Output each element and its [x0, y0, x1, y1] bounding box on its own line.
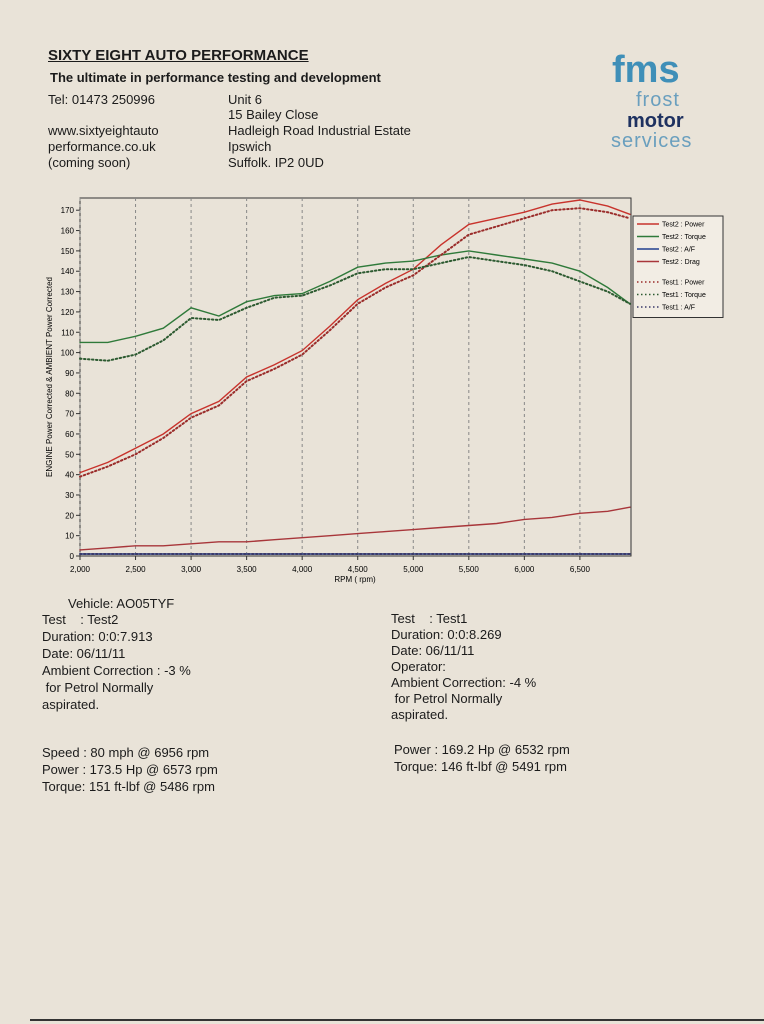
result-line: Power : 169.2 Hp @ 6532 rpm [394, 742, 570, 757]
address-line: Hadleigh Road Industrial Estate [228, 123, 411, 138]
y-tick-label: 10 [65, 532, 74, 541]
legend-label: Test2 : A/F [662, 247, 695, 254]
company-name: SIXTY EIGHT AUTO PERFORMANCE [48, 47, 309, 64]
telephone: Tel: 01473 250996 [48, 92, 155, 107]
y-tick-label: 70 [65, 410, 74, 419]
legend-box [632, 215, 724, 318]
x-tick-label: 2,000 [70, 565, 91, 574]
result-line: Torque: 151 ft-lbf @ 5486 rpm [42, 779, 215, 794]
y-axis-label: ENGINE Power Corrected & AMBIENT Power C… [45, 277, 54, 477]
website: (coming soon) [48, 155, 131, 170]
y-tick-label: 170 [61, 206, 75, 215]
x-tick-label: 4,500 [348, 565, 369, 574]
y-tick-label: 30 [65, 491, 74, 500]
info-line: Ambient Correction: -4 % [391, 675, 537, 690]
info-line: aspirated. [391, 707, 449, 722]
chart: ENGINE Power Corrected & AMBIENT Power C… [45, 197, 724, 584]
x-tick-label: 5,500 [459, 565, 480, 574]
result-line: Power : 173.5 Hp @ 6573 rpm [42, 762, 218, 777]
series-line [79, 199, 631, 474]
legend-label: Test1 : Torque [662, 292, 706, 299]
series-line [79, 207, 631, 478]
series-line [79, 250, 631, 344]
info-line: aspirated. [42, 697, 100, 712]
x-axis-label: RPM ( rpm) [334, 575, 376, 584]
y-tick-label: 140 [61, 267, 75, 276]
info-line: Test : Test2 [42, 612, 119, 627]
legend-label: Test1 : Power [662, 280, 705, 287]
address-line: 15 Bailey Close [228, 107, 319, 122]
logo-word: services [611, 130, 693, 152]
result-line: Torque: 146 ft-lbf @ 5491 rpm [394, 759, 567, 774]
y-tick-label: 160 [61, 227, 75, 236]
y-tick-label: 0 [70, 552, 75, 561]
info-line: for Petrol Normally [391, 691, 503, 706]
info-line: for Petrol Normally [42, 680, 154, 695]
website: performance.co.uk [48, 139, 156, 154]
info-line: Duration: 0:0:7.913 [42, 629, 153, 644]
info-line: Operator: [391, 659, 446, 674]
legend-label: Test2 : Power [662, 222, 705, 229]
plot-area [79, 197, 632, 557]
address-line: Unit 6 [228, 92, 262, 107]
y-tick-label: 150 [61, 247, 75, 256]
logo-word: frost [636, 89, 680, 111]
vehicle: Vehicle: AO05TYF [68, 596, 175, 611]
address-line: Suffolk. IP2 0UD [228, 155, 324, 170]
result-line: Speed : 80 mph @ 6956 rpm [42, 745, 210, 760]
y-tick-label: 60 [65, 430, 74, 439]
x-tick-label: 2,500 [126, 565, 147, 574]
legend-label: Test1 : A/F [662, 305, 695, 312]
info-line: Ambient Correction : -3 % [42, 663, 191, 678]
series-line [79, 255, 631, 362]
y-tick-label: 80 [65, 389, 74, 398]
series-line [79, 506, 631, 551]
y-tick-label: 120 [61, 308, 75, 317]
info-line: Date: 06/11/11 [42, 646, 126, 661]
x-tick-label: 4,000 [292, 565, 313, 574]
logo-mark: fms [612, 49, 680, 91]
x-tick-label: 6,500 [570, 565, 591, 574]
y-tick-label: 90 [65, 369, 74, 378]
x-tick-label: 5,000 [403, 565, 424, 574]
address-line: Ipswich [228, 139, 272, 154]
legend-label: Test2 : Torque [662, 234, 706, 241]
x-tick-label: 3,000 [181, 565, 202, 574]
y-tick-label: 130 [61, 288, 75, 297]
x-tick-label: 3,500 [237, 565, 258, 574]
y-tick-label: 50 [65, 450, 74, 459]
website: www.sixtyeightauto [48, 123, 159, 138]
y-tick-label: 110 [61, 328, 74, 337]
info-line: Test : Test1 [391, 611, 468, 626]
info-line: Duration: 0:0:8.269 [391, 627, 502, 642]
info-line: Date: 06/11/11 [391, 643, 475, 658]
y-tick-label: 40 [65, 471, 74, 480]
y-tick-label: 100 [61, 349, 75, 358]
y-tick-label: 20 [65, 511, 74, 520]
x-tick-label: 6,000 [514, 565, 535, 574]
legend-label: Test2 : Drag [662, 259, 700, 266]
legend: Test2 : Power Test2 : Torque Test2 : A/F Te… [632, 215, 724, 318]
tagline: The ultimate in performance testing and … [50, 70, 381, 85]
logo-word: motor [627, 110, 684, 132]
page-rule [30, 1019, 764, 1021]
